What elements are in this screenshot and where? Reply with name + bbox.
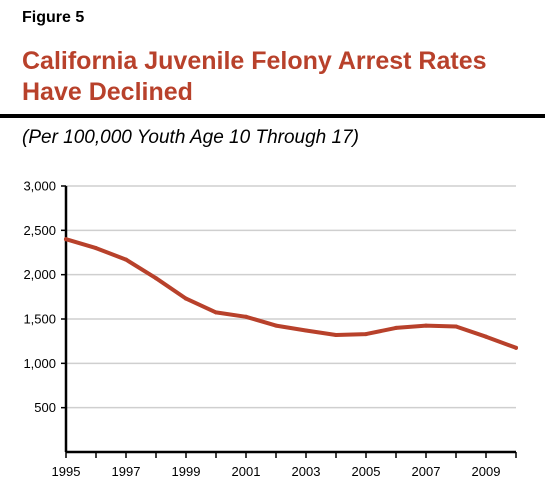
data-point [184,296,188,301]
tick-labels: 500 1,000 1,500 2,000 2,500 3,000 1995 1997 1999… [23,179,500,480]
y-tick-label: 1,000 [23,356,56,371]
y-tick-label: 2,500 [23,223,56,238]
x-tick-label: 1997 [112,464,141,479]
grid-lines [66,185,516,409]
y-tick-label: 2,000 [23,267,56,282]
x-tick-label: 2003 [292,464,321,479]
data-point [454,324,458,329]
data-point [514,345,518,350]
data-point [244,314,248,319]
figure-label: Figure 5 [22,9,85,26]
data-point [304,328,308,333]
data-point [94,246,98,251]
data-point [64,237,68,242]
axes [61,185,517,458]
data-point [364,332,368,337]
x-tick-label: 1999 [172,464,201,479]
data-point [214,310,218,315]
x-tick-label: 2009 [472,464,501,479]
y-tick-label: 3,000 [23,179,56,194]
x-tick-label: 1995 [52,464,81,479]
y-tick-label: 500 [34,400,56,415]
data-point [154,276,158,281]
chart-subtitle: (Per 100,000 Youth Age 10 Through 17) [22,127,359,148]
x-tick-label: 2001 [232,464,261,479]
series-layer [64,237,518,350]
x-tick-label: 2005 [352,464,381,479]
chart-title: California Juvenile Felony Arrest Rates … [22,47,487,106]
data-point [274,323,278,328]
x-tick-label: 2007 [412,464,441,479]
data-point [394,325,398,330]
data-point [424,323,428,328]
title-divider [0,114,545,118]
data-point [334,332,338,337]
data-point [484,334,488,339]
series-line [64,237,518,350]
data-point [124,257,128,262]
y-tick-label: 1,500 [23,312,56,327]
